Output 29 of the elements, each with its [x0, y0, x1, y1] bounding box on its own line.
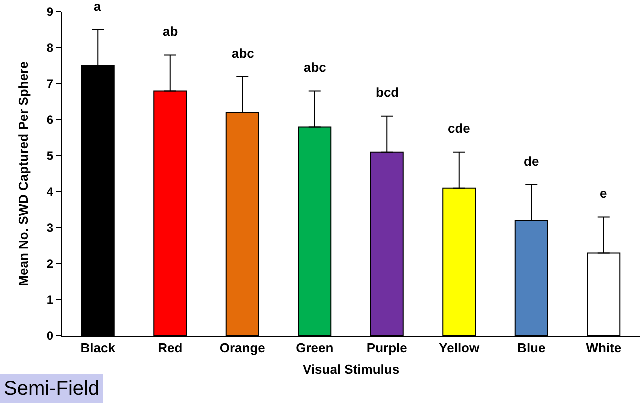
annotation: a — [94, 0, 102, 14]
y-tick-label: 6 — [46, 113, 54, 128]
y-tick-label: 4 — [46, 185, 54, 200]
x-tick-label: Blue — [518, 340, 546, 356]
annotation: ab — [163, 24, 178, 39]
text: Semi-Field — [4, 378, 100, 400]
annotation: e — [600, 186, 608, 201]
y-tick-label: 2 — [46, 257, 54, 272]
annotation: abc — [232, 46, 254, 61]
x-tick-label: Yellow — [439, 340, 480, 356]
x-tick-label: Orange — [220, 340, 266, 356]
x-tick-label: White — [586, 340, 622, 356]
y-tick-label: 9 — [46, 5, 54, 20]
x-tick-label: Red — [158, 340, 183, 356]
y-tick-label: 8 — [46, 41, 54, 56]
annotation: abc — [304, 60, 326, 75]
x-axis-title: Visual Stimulus — [303, 362, 400, 377]
y-tick-label: 1 — [46, 293, 54, 308]
y-tick-label: 7 — [46, 77, 54, 92]
annotation: de — [524, 154, 540, 169]
y-tick-label: 0 — [46, 329, 54, 344]
y-tick-label: 5 — [46, 149, 54, 164]
x-tick-label: Purple — [366, 340, 408, 356]
x-tick-label: Green — [296, 340, 334, 356]
x-tick-label: Black — [80, 340, 116, 356]
y-axis-title: Mean No. SWD Captured Per Sphere — [16, 62, 31, 286]
annotation: cde — [448, 121, 470, 136]
annotation: bcd — [376, 85, 400, 100]
y-tick-label: 3 — [46, 221, 54, 236]
